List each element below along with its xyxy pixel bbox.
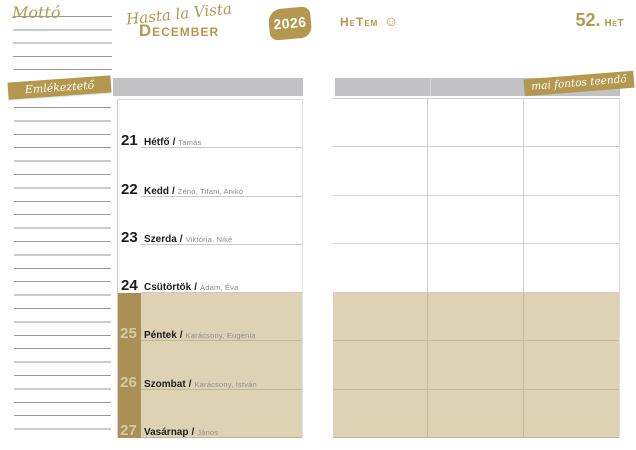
- day-line: [141, 195, 302, 197]
- day-slash: /: [172, 185, 175, 197]
- todo-cell: [428, 195, 524, 244]
- sidebar-ruled-lines: [14, 107, 111, 442]
- todo-cell: [428, 292, 524, 341]
- day-row: 26 Szombat / Karácsony, István: [118, 341, 302, 390]
- todo-cell: [333, 147, 429, 195]
- day-row: 27 Vasárnap / János: [118, 389, 302, 438]
- todo-cell: [524, 293, 619, 340]
- day-row: 25 Péntek / Karácsony, Eugénia: [118, 293, 302, 342]
- day-number: 24: [121, 277, 138, 295]
- day-number: 22: [121, 180, 138, 198]
- weekend-strip: [118, 293, 141, 342]
- todo-cell: [333, 195, 429, 244]
- day-line: [141, 340, 302, 342]
- todo-cell: [524, 244, 619, 291]
- todo-cell: [524, 99, 619, 146]
- todo-cell: [524, 196, 619, 243]
- day-number: 25: [120, 325, 137, 343]
- todo-cell: [524, 390, 619, 437]
- day-label: 27 Vasárnap / János: [118, 423, 300, 438]
- motto-ruled-lines: [13, 16, 112, 74]
- todo-cell: [428, 99, 524, 147]
- todo-cell: [333, 292, 429, 341]
- day-label: 21 Hétfő / Tamás: [118, 133, 300, 148]
- day-panel: 21 Hétfő / Tamás 22 Kedd / Zénó, Tifani, Anikó 2…: [117, 99, 303, 438]
- year-badge: 2026: [267, 6, 313, 41]
- day-row: 22 Kedd / Zénó, Tifani, Anikó: [118, 148, 302, 197]
- day-name: Kedd: [144, 185, 169, 197]
- todo-grid: [333, 98, 620, 438]
- day-slash: /: [188, 378, 192, 390]
- day-line: [141, 388, 302, 390]
- day-name: Vasárnap: [144, 426, 189, 438]
- day-label: 24 Csütörtök / Ádám, Éva: [118, 278, 300, 293]
- day-slash: /: [191, 426, 195, 438]
- month-title: December: [138, 21, 220, 40]
- weekend-strip: [118, 389, 141, 438]
- todo-row: [333, 195, 619, 245]
- day-line: [141, 436, 302, 438]
- day-line: [141, 147, 302, 149]
- todo-cell: [524, 147, 619, 194]
- day-row: 23 Szerda / Viktória, Niké: [118, 197, 302, 245]
- todo-cell: [428, 389, 524, 437]
- nameday-names: Zénó, Tifani, Anikó: [177, 186, 244, 196]
- day-name: Szombat: [144, 378, 186, 390]
- weekend-strip: [118, 341, 141, 390]
- day-row: 24 Csütörtök / Ádám, Éva: [118, 245, 302, 294]
- day-number: 26: [120, 373, 137, 391]
- day-row: 21 Hétfő / Tamás: [118, 100, 302, 149]
- left-header-bar: [113, 78, 303, 96]
- todo-row: [333, 147, 619, 196]
- day-label: 23 Szerda / Viktória, Niké: [118, 230, 300, 245]
- week-unit-label: HéT: [604, 18, 624, 29]
- todo-cell: [333, 341, 429, 389]
- todo-row: [333, 341, 619, 390]
- header-bar-tick: [430, 78, 431, 96]
- day-number: 23: [121, 228, 138, 246]
- nameday-names: Karácsony, Eugénia: [185, 331, 256, 341]
- todo-cell: [428, 244, 524, 292]
- day-number: 21: [121, 132, 138, 150]
- day-label: 26 Szombat / Karácsony, István: [118, 375, 300, 390]
- todo-cell: [333, 389, 429, 437]
- day-name: Hétfő: [144, 137, 170, 149]
- nameday-names: Tamás: [178, 138, 202, 148]
- week-number-block: 52. HéT: [575, 10, 624, 31]
- todo-row: [333, 244, 619, 293]
- nameday-names: János: [197, 427, 219, 437]
- day-line: [141, 243, 302, 245]
- day-label: 25 Péntek / Karácsony, Eugénia: [118, 326, 300, 341]
- todo-cell: [333, 99, 429, 147]
- todo-cell: [428, 147, 524, 195]
- day-slash: /: [172, 137, 176, 149]
- day-slash: /: [179, 233, 183, 245]
- day-slash: /: [194, 282, 198, 294]
- todo-row: [333, 389, 619, 438]
- todo-cell: [428, 341, 524, 389]
- reminder-banner: Emlékeztető: [7, 75, 112, 100]
- nameday-names: Ádám, Éva: [200, 283, 239, 293]
- day-line: [141, 292, 302, 294]
- day-number: 27: [120, 421, 137, 439]
- my-week-label: HeTem: [340, 15, 379, 29]
- todo-row: [333, 99, 619, 148]
- day-name: Szerda: [144, 233, 177, 245]
- nameday-names: Karácsony, István: [194, 379, 257, 389]
- nameday-names: Viktória, Niké: [185, 234, 233, 244]
- todo-cell: [333, 244, 429, 292]
- day-slash: /: [179, 330, 183, 342]
- day-name: Péntek: [144, 330, 177, 342]
- day-label: 22 Kedd / Zénó, Tifani, Anikó: [118, 182, 300, 197]
- week-number: 52.: [575, 10, 601, 30]
- todo-row: [333, 292, 619, 342]
- smiley-icon: ☺: [384, 13, 399, 29]
- todo-cell: [524, 341, 619, 388]
- day-name: Csütörtök: [144, 282, 192, 294]
